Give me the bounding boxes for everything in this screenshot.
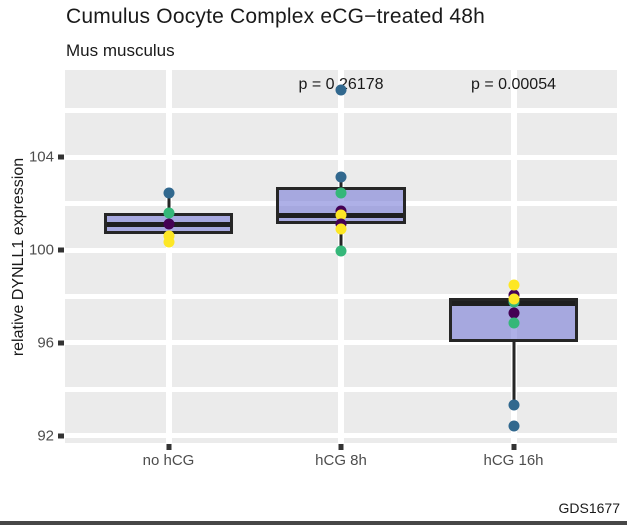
- v-gridline: [165, 70, 172, 443]
- y-tick-label: 100: [28, 241, 54, 259]
- chart-subtitle: Mus musculus: [66, 41, 175, 60]
- data-point-blue: [335, 171, 347, 183]
- dataset-id-label: GDS1677: [558, 500, 620, 516]
- data-point-yellow: [335, 209, 347, 221]
- p-value-label: p = 0.00054: [471, 76, 556, 93]
- y-tick-label: 104: [28, 148, 54, 166]
- x-tick-mark: [166, 444, 171, 450]
- data-point-yellow: [508, 279, 519, 291]
- boxplot-lower-whisker: [339, 224, 343, 252]
- data-point-yellow: [335, 223, 347, 235]
- data-point-yellow: [163, 230, 174, 242]
- v-gridline: [510, 70, 517, 443]
- data-point-green: [335, 187, 347, 199]
- y-tick-mark: [58, 247, 64, 253]
- data-point-green: [335, 245, 347, 257]
- x-tick-label: no hCG: [142, 452, 195, 469]
- data-point-blue: [163, 187, 174, 199]
- data-point-blue: [335, 84, 347, 96]
- y-tick-label: 92: [37, 427, 54, 445]
- data-point-purple: [163, 218, 174, 230]
- data-point-blue: [508, 399, 519, 411]
- x-tick-mark: [338, 444, 344, 450]
- y-tick-mark: [58, 154, 64, 160]
- y-tick-mark: [58, 433, 64, 439]
- x-tick-label: hCG 8h: [315, 452, 367, 469]
- data-point-green: [163, 207, 174, 219]
- x-tick-label: hCG 16h: [483, 452, 544, 469]
- y-tick-mark: [58, 340, 64, 346]
- data-point-green: [508, 317, 519, 329]
- x-tick-mark: [511, 444, 516, 450]
- data-point-yellow: [163, 236, 174, 248]
- y-tick-label: 96: [37, 334, 54, 352]
- boxplot-lower-whisker: [512, 341, 515, 406]
- plot-panel: p = 0.26178 p = 0.00054: [65, 70, 617, 443]
- data-point-purple: [508, 307, 519, 319]
- chart-title: Cumulus Oocyte Complex eCG−treated 48h: [66, 5, 486, 28]
- boxplot-upper-whisker: [167, 193, 170, 213]
- data-point-yellow: [508, 293, 519, 305]
- data-point-blue: [508, 420, 519, 432]
- window-bottom-edge: [0, 521, 627, 525]
